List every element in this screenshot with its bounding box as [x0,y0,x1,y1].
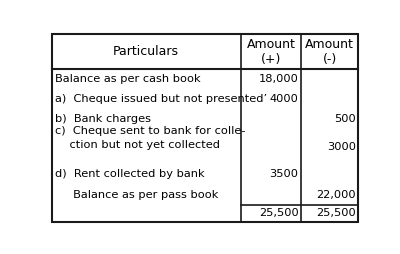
Bar [52,34,358,69]
Text: 22,000: 22,000 [316,190,356,200]
Text: b)  Bank charges: b) Bank charges [55,114,151,124]
Text: 25,500: 25,500 [259,209,299,218]
Text: Balance as per pass book: Balance as per pass book [55,190,218,200]
Text: 25,500: 25,500 [316,209,356,218]
Text: Amount
(+): Amount (+) [246,38,295,66]
Text: d)  Rent collected by bank: d) Rent collected by bank [55,169,204,180]
Text: Particulars: Particulars [113,45,179,58]
Text: a)  Cheque issued but not presented’: a) Cheque issued but not presented’ [55,94,267,104]
Text: Amount
(-): Amount (-) [305,38,354,66]
Text: 3500: 3500 [270,169,299,180]
Text: 4000: 4000 [270,94,299,104]
Text: 3000: 3000 [327,142,356,152]
Text: c)  Cheque sent to bank for colle-
    ction but not yet collected: c) Cheque sent to bank for colle- ction … [55,126,245,150]
Text: 18,000: 18,000 [259,74,299,84]
Text: 500: 500 [334,114,356,124]
Text: Balance as per cash book: Balance as per cash book [55,74,200,84]
